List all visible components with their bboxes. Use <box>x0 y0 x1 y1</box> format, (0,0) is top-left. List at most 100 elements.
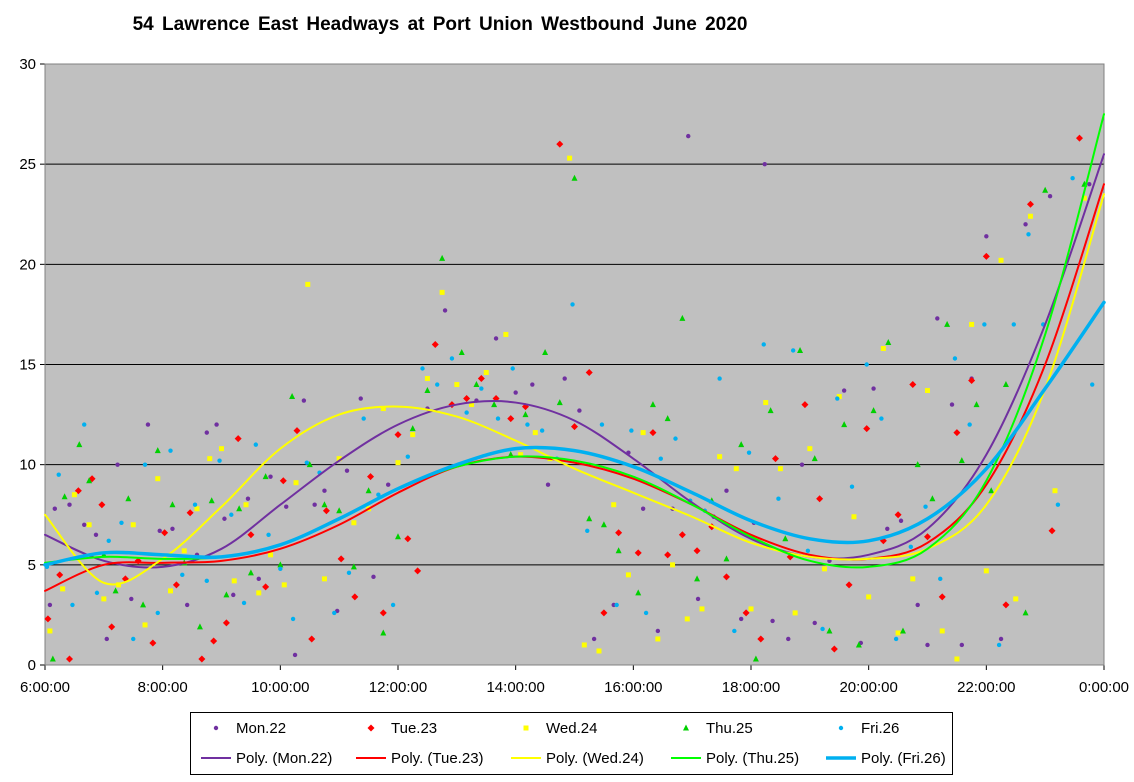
point-fri-26 <box>732 628 737 634</box>
point-thu-25 <box>208 497 215 504</box>
point-fri-26 <box>1070 175 1075 181</box>
x-tick-label: 10:00:00 <box>251 679 309 696</box>
point-thu-25 <box>306 461 313 468</box>
point-mon-22 <box>640 506 646 511</box>
point-fri-26 <box>168 448 173 453</box>
point-thu-25 <box>380 629 387 636</box>
point-fri-26 <box>204 578 209 584</box>
point-fri-26 <box>908 544 914 550</box>
point-thu-25 <box>439 254 446 261</box>
point-mon-22 <box>268 474 273 479</box>
data-points <box>44 133 1095 663</box>
point-thu-25 <box>929 495 936 502</box>
point-tue-23 <box>757 635 765 643</box>
chart-legend: Mon.22 Tue.23 Wed.24 Thu.25 Fri.26 Poly. (Mon… <box>190 712 953 775</box>
point-fri-26 <box>449 356 455 361</box>
point-wed-24 <box>748 606 754 612</box>
point-thu-25 <box>125 495 132 502</box>
point-thu-25 <box>914 461 921 468</box>
point-fri-26 <box>923 504 928 509</box>
axes: 0 5 10 15 20 25 30 6:00:00 8:00:00 10:00:00 12:00:… <box>19 56 1129 696</box>
point-thu-25 <box>826 627 833 634</box>
point-tue-23 <box>982 252 990 260</box>
point-wed-24 <box>910 576 916 582</box>
point-mon-22 <box>724 488 729 493</box>
point-mon-22 <box>1023 222 1028 227</box>
point-thu-25 <box>855 641 862 648</box>
x-tick-label: 12:00:00 <box>369 679 427 696</box>
legend-label-poly-wed-24: Poly. (Wed.24) <box>546 750 644 767</box>
point-mon-22 <box>442 308 448 313</box>
point-thu-25 <box>289 393 296 400</box>
point-thu-25 <box>395 533 401 540</box>
point-mon-22 <box>959 642 965 648</box>
point-thu-25 <box>841 421 848 428</box>
point-mon-22 <box>82 522 87 527</box>
point-mon-22 <box>371 574 376 580</box>
point-mon-22 <box>1047 194 1053 199</box>
point-thu-25 <box>49 655 56 662</box>
point-fri-26 <box>142 462 148 467</box>
point-tue-23 <box>585 369 593 377</box>
point-tue-23 <box>66 655 74 663</box>
point-fri-26 <box>673 436 678 441</box>
legend-label-tue-23: Tue.23 <box>391 720 437 737</box>
point-wed-24 <box>655 636 661 642</box>
point-wed-24 <box>454 382 460 388</box>
point-fri-26 <box>746 450 752 455</box>
point-fri-26 <box>82 422 87 427</box>
point-wed-24 <box>155 476 161 482</box>
point-fri-26 <box>717 376 722 381</box>
legend-label-poly-fri-26: Poly. (Fri.26) <box>861 750 946 767</box>
point-wed-24 <box>194 506 200 512</box>
y-tick-label: 30 <box>19 56 36 73</box>
legend-marker-mon-22 <box>213 725 219 731</box>
point-wed-24 <box>256 590 262 596</box>
point-tue-23 <box>801 401 809 409</box>
point-thu-25 <box>615 547 622 554</box>
point-wed-24 <box>792 610 798 616</box>
point-wed-24 <box>86 522 92 528</box>
point-thu-25 <box>679 314 686 321</box>
point-thu-25 <box>664 415 671 422</box>
point-wed-24 <box>969 321 975 327</box>
point-thu-25 <box>507 451 514 458</box>
point-mon-22 <box>47 602 53 608</box>
point-fri-26 <box>405 454 411 459</box>
point-fri-26 <box>266 532 271 537</box>
point-fri-26 <box>119 520 124 525</box>
point-tue-23 <box>463 395 471 403</box>
trendline-poly-wed-24 <box>44 193 1105 586</box>
point-tue-23 <box>186 509 194 517</box>
point-fri-26 <box>253 442 259 447</box>
point-tue-23 <box>262 583 270 591</box>
point-fri-26 <box>761 342 766 347</box>
point-tue-23 <box>924 533 931 541</box>
point-tue-23 <box>431 340 439 348</box>
point-mon-22 <box>493 336 499 341</box>
point-fri-26 <box>192 502 198 507</box>
x-tick-label: 6:00:00 <box>20 679 70 696</box>
point-thu-25 <box>491 401 498 408</box>
point-fri-26 <box>539 428 545 433</box>
point-mon-22 <box>871 386 876 391</box>
point-wed-24 <box>142 622 148 628</box>
point-thu-25 <box>542 348 549 355</box>
point-mon-22 <box>695 596 701 602</box>
point-fri-26 <box>790 348 796 353</box>
point-fri-26 <box>982 322 987 327</box>
point-thu-25 <box>738 441 745 448</box>
point-thu-25 <box>196 623 203 630</box>
point-thu-25 <box>958 457 965 464</box>
y-tick-label: 25 <box>19 156 36 173</box>
point-fri-26 <box>643 610 649 616</box>
point-tue-23 <box>44 615 52 623</box>
point-thu-25 <box>76 441 83 448</box>
point-tue-23 <box>108 623 116 631</box>
point-fri-26 <box>820 626 825 632</box>
point-fri-26 <box>585 528 590 533</box>
point-wed-24 <box>983 568 989 574</box>
point-fri-26 <box>1011 322 1016 327</box>
point-thu-25 <box>262 473 269 480</box>
point-mon-22 <box>770 618 775 624</box>
